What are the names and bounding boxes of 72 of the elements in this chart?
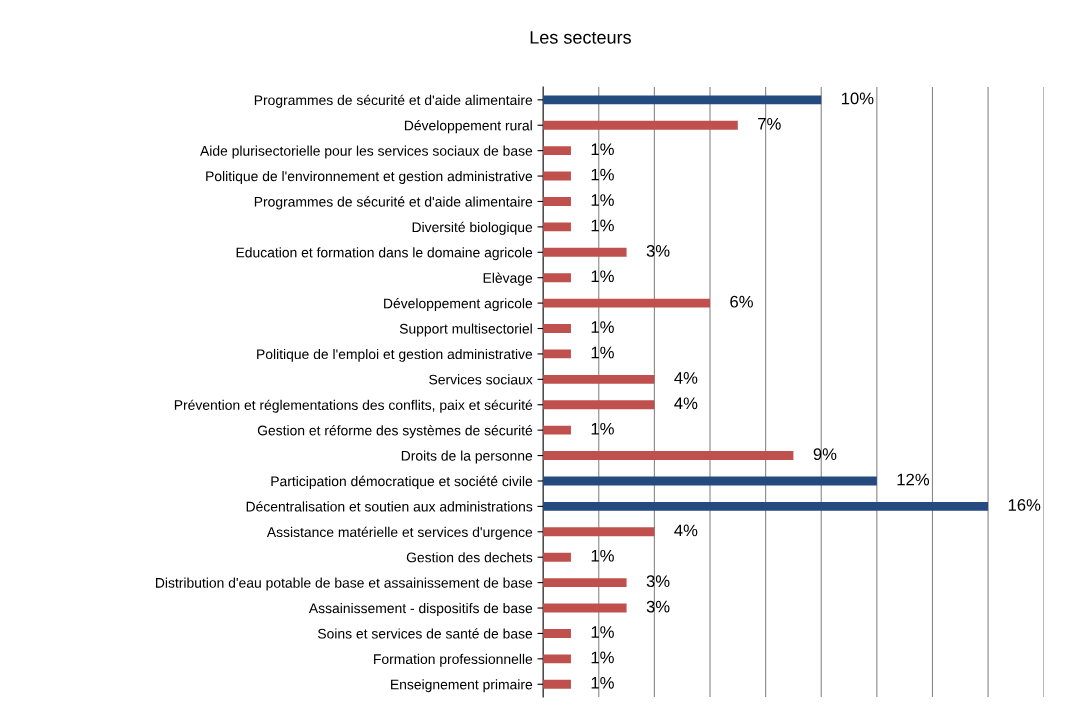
bar bbox=[543, 400, 655, 410]
y-tick-label: Assistance matérielle et services d'urgence bbox=[266, 526, 533, 540]
bar bbox=[543, 679, 571, 689]
y-tick-label: Développement rural bbox=[404, 120, 532, 134]
data-label: 9% bbox=[813, 448, 837, 461]
y-tick-label: Décentralisation et soutien aux administrations bbox=[246, 501, 533, 512]
y-tick-label: Services sociaux bbox=[429, 374, 533, 385]
y-tick-label: Support multisectoriel bbox=[399, 323, 532, 337]
data-label: 1% bbox=[591, 626, 614, 638]
bar bbox=[543, 324, 571, 333]
bar bbox=[543, 527, 655, 537]
bar bbox=[543, 628, 571, 638]
data-label: 1% bbox=[591, 143, 614, 156]
y-tick-label: Diversité biologique bbox=[412, 221, 533, 235]
data-label: 1% bbox=[591, 321, 614, 333]
data-label: 12% bbox=[897, 473, 930, 486]
y-tick-label: Gestion des dechets bbox=[406, 552, 533, 563]
y-tick-label: Politique de l'emploi et gestion administrative bbox=[257, 348, 533, 362]
data-label: 6% bbox=[730, 295, 753, 308]
data-label: 1% bbox=[591, 168, 614, 181]
data-label: 16% bbox=[1008, 499, 1041, 511]
data-label: 3% bbox=[646, 575, 670, 588]
y-tick-label: Programmes de sécurité et d'aide alimentaire bbox=[254, 94, 533, 108]
y-tick-label: Soins et services de santé de base bbox=[317, 628, 533, 639]
data-label: 4% bbox=[674, 524, 698, 537]
data-label: 10% bbox=[841, 92, 874, 105]
data-label: 1% bbox=[591, 270, 614, 283]
data-label: 1% bbox=[591, 549, 614, 562]
chart-title: Les secteurs bbox=[530, 31, 631, 44]
y-tick-label: Programmes de sécurité et d'aide alimentaire bbox=[254, 196, 533, 210]
y-tick-label: Formation professionnelle bbox=[374, 653, 533, 667]
bar bbox=[543, 476, 877, 486]
bar bbox=[543, 425, 571, 435]
data-label: 7% bbox=[758, 117, 781, 130]
bar bbox=[543, 349, 571, 359]
bar bbox=[543, 197, 571, 206]
y-tick-label: Distribution d'eau potable de base et assainissement de base bbox=[156, 577, 533, 591]
bar bbox=[543, 451, 794, 461]
bar bbox=[543, 578, 627, 588]
bar bbox=[543, 222, 571, 232]
bar bbox=[543, 247, 627, 257]
y-tick-label: Elèvage bbox=[483, 272, 533, 286]
data-label: 1% bbox=[591, 677, 614, 689]
y-tick-label: Prévention et réglementations des conflits, paix et sécurité bbox=[174, 399, 533, 413]
y-tick-label: Aide plurisectorielle pour les services sociaux de base bbox=[200, 145, 533, 159]
bar bbox=[543, 552, 571, 562]
bar bbox=[543, 501, 989, 511]
data-label: 1% bbox=[591, 346, 614, 359]
bar bbox=[543, 95, 822, 105]
data-label: 4% bbox=[674, 372, 698, 384]
y-tick-label: Participation démocratique et société civile bbox=[271, 475, 533, 489]
bar bbox=[543, 273, 571, 283]
y-tick-label: Développement agricole bbox=[384, 297, 533, 312]
y-tick-label: Enseignement primaire bbox=[391, 679, 533, 693]
bar bbox=[543, 120, 738, 130]
bar bbox=[543, 374, 655, 384]
data-label: 1% bbox=[591, 219, 614, 232]
data-label: 1% bbox=[591, 194, 614, 206]
bar bbox=[543, 654, 571, 664]
y-tick-label: Droits de la personne bbox=[401, 450, 533, 464]
y-tick-label: Gestion et réforme des systèmes de sécurité bbox=[257, 425, 533, 439]
data-label: 3% bbox=[646, 600, 670, 613]
y-tick-label: Assainissement - dispositifs de base bbox=[308, 602, 533, 616]
bar bbox=[543, 146, 571, 156]
data-label: 4% bbox=[674, 397, 698, 410]
bar bbox=[543, 298, 710, 308]
data-label: 1% bbox=[591, 651, 614, 664]
data-label: 3% bbox=[646, 244, 670, 257]
bar bbox=[543, 171, 571, 181]
data-label: 1% bbox=[591, 422, 614, 435]
y-tick-label: Education et formation dans le domaine agricole bbox=[236, 247, 533, 261]
y-tick-label: Politique de l'environnement et gestion administrative bbox=[206, 171, 533, 184]
